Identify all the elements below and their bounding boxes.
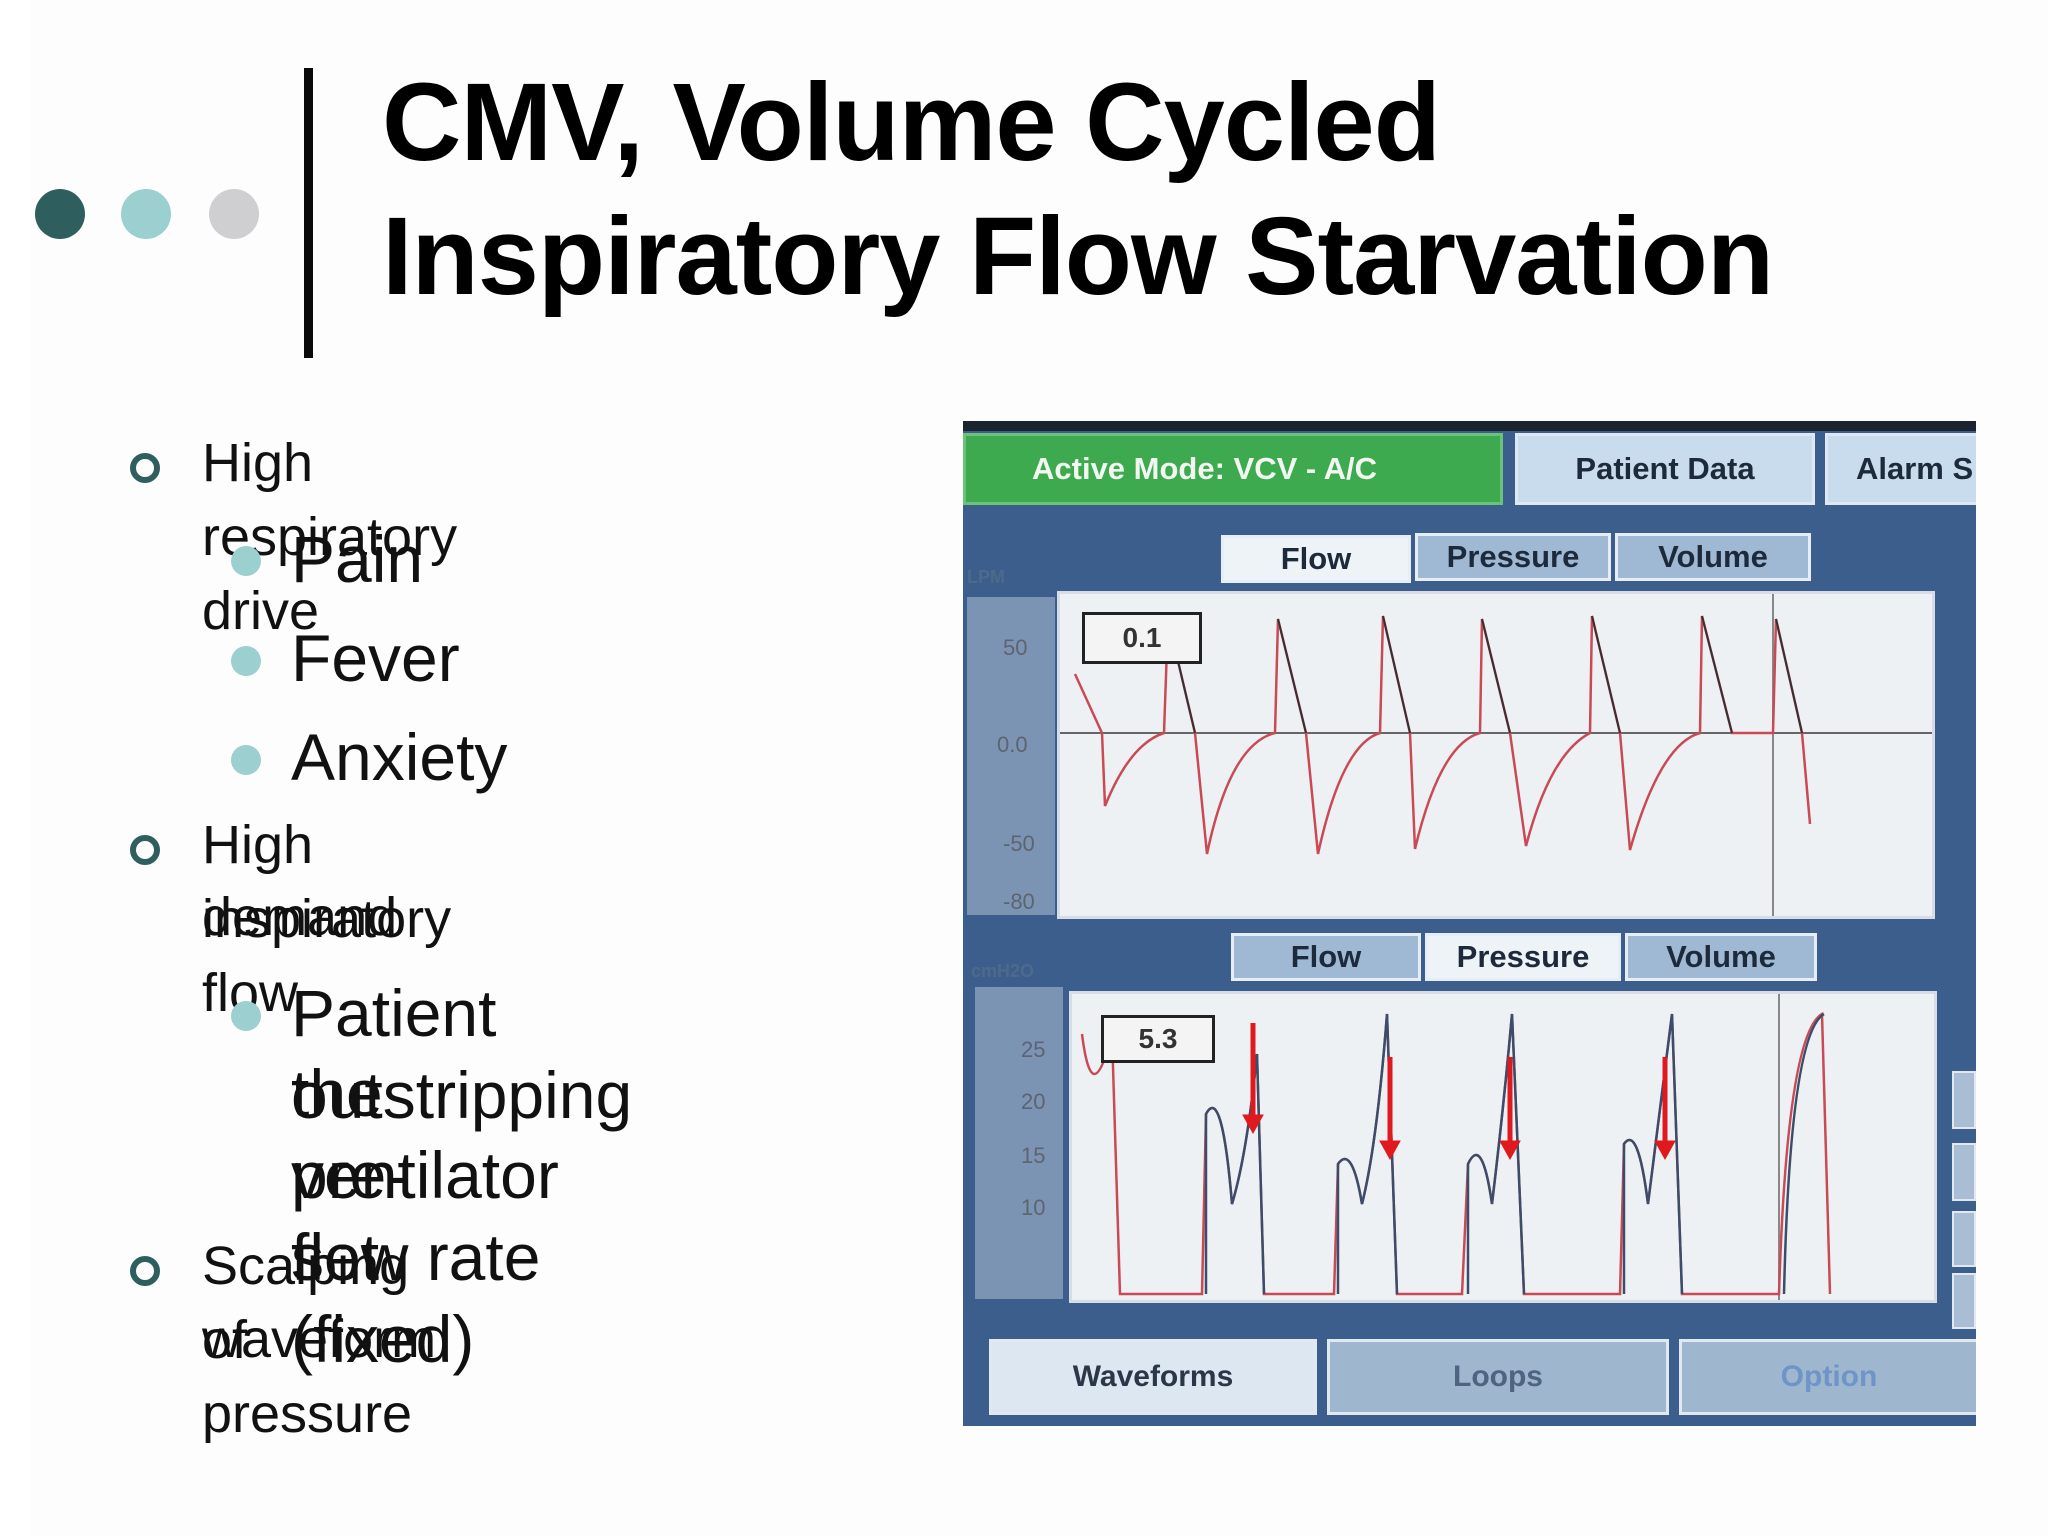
- pressure-waveform-svg: [1080, 994, 1832, 1300]
- sub-bullet-marker: [231, 646, 261, 676]
- flow-tick: -50: [1003, 831, 1035, 856]
- bullet-marker: [130, 835, 160, 865]
- upper-pressure-tab: Pressure: [1415, 533, 1611, 581]
- arrow-head: [1379, 1140, 1401, 1161]
- upper-flow-tab: Flow: [1221, 535, 1411, 583]
- decor-dot-light: [121, 189, 171, 239]
- screen-bezel: [963, 421, 1976, 431]
- bullet-flow-demand-line-1: High inspiratory flow: [202, 815, 452, 1023]
- sub-bullet-outstripping-line-1: Patient outstripping: [291, 976, 633, 1132]
- pressure-tick: 15: [1021, 1143, 1046, 1168]
- lower-volume-tab: Volume: [1625, 933, 1817, 981]
- bullet-scalping-line-2: waveform: [202, 1309, 437, 1369]
- bullet-flow-demand-line-2: demand: [202, 887, 398, 947]
- pressure-readout: 5.3: [1101, 1015, 1215, 1063]
- pressure-unit-label: cmH2O: [971, 961, 1035, 981]
- pressure-tick: 10: [1021, 1195, 1046, 1220]
- lower-pressure-tab: Pressure: [1425, 933, 1621, 981]
- title-line-1: CMV, Volume Cycled: [382, 61, 1441, 184]
- flow-waveform-plot: [1057, 591, 1935, 919]
- sub-bullet-marker: [231, 546, 261, 576]
- active-mode-banner: Active Mode: VCV - A/C: [963, 433, 1503, 505]
- sub-bullet-fever: Fever: [291, 621, 460, 695]
- lower-flow-tab: Flow: [1231, 933, 1421, 981]
- pressure-axis-panel: [975, 987, 1063, 1299]
- loops-tab: Loops: [1327, 1339, 1669, 1415]
- pressure-tick: 20: [1021, 1089, 1046, 1114]
- bullet-marker: [130, 453, 160, 483]
- waveforms-tab: Waveforms: [989, 1339, 1317, 1415]
- decor-dot-dark: [35, 189, 85, 239]
- arrow-head: [1499, 1140, 1521, 1161]
- bullet-marker: [130, 1256, 160, 1286]
- side-button: [1952, 1211, 1976, 1267]
- flow-tick: -80: [1003, 889, 1035, 914]
- option-tab: Option: [1679, 1339, 1976, 1415]
- side-button: [1952, 1273, 1976, 1329]
- sub-bullet-marker: [231, 1001, 261, 1031]
- alarm-settings-tab: Alarm S: [1825, 433, 1976, 505]
- ventilator-screen-image: Active Mode: VCV - A/C Patient Data Alar…: [963, 421, 1976, 1426]
- bullet-scalping-line-1: Scalping of pressure: [202, 1236, 413, 1444]
- sub-bullet-marker: [231, 745, 261, 775]
- arrow-head: [1242, 1114, 1264, 1135]
- side-button: [1952, 1071, 1976, 1129]
- slide-title: CMV, Volume Cycled Inspiratory Flow Star…: [382, 56, 1774, 324]
- flow-tick: 50: [1003, 635, 1028, 660]
- sub-bullet-pain: Pain: [291, 522, 424, 596]
- upper-volume-tab: Volume: [1615, 533, 1811, 581]
- sub-bullet-anxiety: Anxiety: [291, 720, 508, 794]
- side-button: [1952, 1143, 1976, 1201]
- pressure-tick: 25: [1021, 1037, 1046, 1062]
- title-line-2: Inspiratory Flow Starvation: [382, 195, 1774, 318]
- decor-dot-gray: [209, 189, 259, 239]
- sub-bullet-outstripping-line-2: the pre-set (fixed): [291, 1056, 475, 1376]
- title-divider: [304, 68, 313, 358]
- flow-tick: 0.0: [997, 732, 1028, 757]
- flow-waveform-svg: [1060, 594, 1932, 916]
- flow-readout: 0.1: [1082, 612, 1202, 664]
- annotation-arrows: [1242, 1023, 1676, 1161]
- bullet-high-respiratory-drive: High respiratory drive: [202, 433, 458, 641]
- sub-bullet-outstripping-line-3: ventilator flow rate: [291, 1138, 559, 1294]
- flow-axis-panel: [967, 597, 1055, 915]
- patient-data-tab: Patient Data: [1515, 433, 1815, 505]
- flow-unit-label: LPM: [967, 567, 1005, 587]
- arrow-head: [1654, 1140, 1676, 1161]
